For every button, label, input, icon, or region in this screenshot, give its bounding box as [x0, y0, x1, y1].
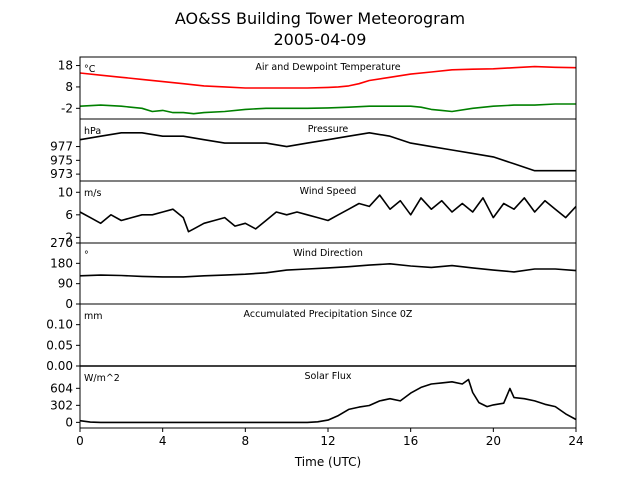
solar-flux-y-tick-label: 0 — [65, 415, 73, 429]
pressure-y-tick-label: 977 — [50, 140, 73, 154]
x-axis-label: Time (UTC) — [294, 455, 361, 469]
wind-direction-panel-title: Wind Direction — [293, 248, 363, 259]
chart-title: AO&SS Building Tower Meteorogram — [175, 9, 465, 28]
air-and-dewpoint-temperature-series-line-1 — [79, 103, 576, 115]
x-tick-label: 16 — [403, 434, 418, 448]
accumulated-precipitation-since-0z-y-tick-label: 0.00 — [46, 359, 73, 373]
air-and-dewpoint-temperature-y-tick-label: 8 — [65, 80, 73, 94]
wind-speed-unit-label: m/s — [84, 188, 101, 199]
solar-flux-y-tick-label: 302 — [50, 398, 73, 412]
panel-wind-direction: 0 90 180 270 ° Wind Direction — [50, 236, 577, 311]
air-and-dewpoint-temperature-y-tick-label: -2 — [61, 101, 73, 115]
chart-subtitle: 2005-04-09 — [274, 30, 367, 49]
accumulated-precipitation-since-0z-unit-label: mm — [84, 311, 103, 322]
pressure-series-line-0 — [79, 132, 576, 172]
x-tick-label: 0 — [76, 434, 84, 448]
solar-flux-series-line-0 — [79, 378, 577, 424]
wind-speed-series-line-0 — [79, 194, 577, 233]
panel-accumulated-precipitation-since-0z: 0.00 0.05 0.10 mm Accumulated Precipitation … — [46, 303, 577, 373]
x-tick-label: 12 — [320, 434, 335, 448]
solar-flux-unit-label: W/m^2 — [84, 373, 120, 384]
panel-air-and-dewpoint-temperature: -2 8 18 °C Air and Dewpoint Temperature — [58, 56, 577, 120]
solar-flux-y-tick-label: 604 — [50, 381, 73, 395]
pressure-unit-label: hPa — [84, 126, 101, 137]
wind-direction-y-tick-label: 0 — [65, 297, 73, 311]
wind-direction-series-line-0 — [79, 263, 577, 278]
accumulated-precipitation-since-0z-panel-title: Accumulated Precipitation Since 0Z — [244, 309, 413, 320]
accumulated-precipitation-since-0z-y-tick-label: 0.05 — [46, 338, 73, 352]
wind-direction-unit-label: ° — [84, 250, 89, 261]
pressure-y-tick-label: 975 — [50, 153, 73, 167]
wind-direction-y-tick-label: 270 — [50, 236, 73, 250]
x-tick-label: 4 — [159, 434, 167, 448]
wind-speed-y-tick-label: 6 — [65, 208, 73, 222]
wind-direction-y-tick-label: 90 — [58, 277, 73, 291]
air-and-dewpoint-temperature-series-line-0 — [79, 65, 577, 89]
wind-speed-y-tick-label: 10 — [58, 185, 73, 199]
pressure-panel-title: Pressure — [308, 124, 349, 135]
air-and-dewpoint-temperature-y-tick-label: 18 — [58, 59, 73, 73]
x-tick-label: 24 — [568, 434, 583, 448]
air-and-dewpoint-temperature-unit-label: °C — [84, 64, 96, 75]
x-axis: 0 4 8 12 16 20 24 — [76, 428, 584, 448]
x-tick-label: 20 — [486, 434, 501, 448]
pressure-y-tick-label: 973 — [50, 167, 73, 181]
solar-flux-panel-title: Solar Flux — [305, 371, 352, 382]
wind-direction-y-tick-label: 180 — [50, 256, 73, 270]
wind-speed-y-tick-label: 2 — [65, 230, 73, 244]
panel-solar-flux: 0 302 604 W/m^2 Solar Flux — [50, 365, 577, 429]
panel-wind-speed: 2 6 10 m/s Wind Speed — [58, 180, 577, 244]
wind-speed-panel-title: Wind Speed — [300, 186, 357, 197]
air-and-dewpoint-temperature-panel-title: Air and Dewpoint Temperature — [255, 62, 400, 73]
accumulated-precipitation-since-0z-y-tick-label: 0.10 — [46, 318, 73, 332]
x-tick-label: 8 — [242, 434, 250, 448]
